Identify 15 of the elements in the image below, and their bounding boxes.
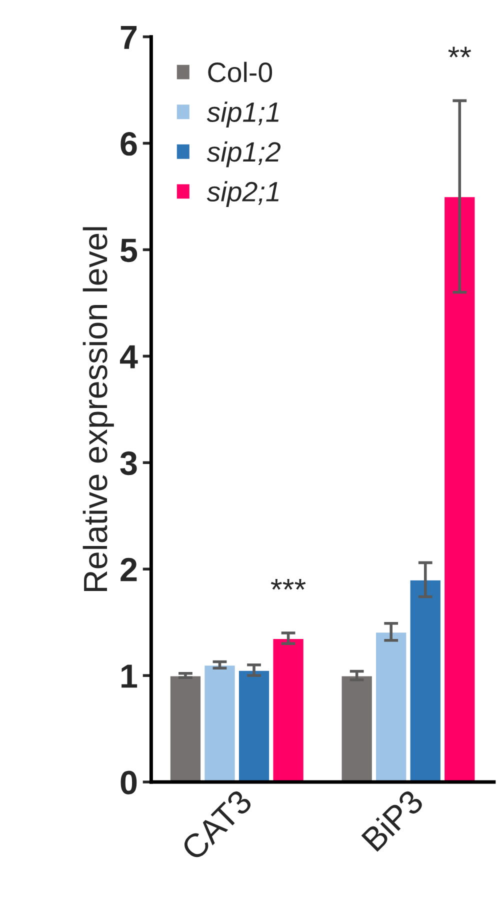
legend-label: Col-0 bbox=[208, 62, 272, 82]
y-tick-label: 2 bbox=[120, 558, 137, 582]
y-tick-label: 4 bbox=[120, 345, 138, 368]
y-tick-label: 7 bbox=[120, 26, 137, 49]
annotation: *** bbox=[270, 578, 306, 590]
y-tick-label: 3 bbox=[120, 451, 137, 476]
y-tick-label: 1 bbox=[122, 664, 138, 688]
annotation: ** bbox=[448, 46, 472, 58]
y-tick-label: 0 bbox=[120, 770, 137, 794]
legend-label: sip1;2 bbox=[206, 141, 280, 168]
legend-label: sip2;1 bbox=[206, 181, 279, 208]
y-axis-title: Relative expression level bbox=[82, 227, 114, 592]
legend-label: sip1;1 bbox=[206, 102, 279, 128]
y-tick-label: 6 bbox=[120, 132, 137, 156]
y-tick-label: 5 bbox=[120, 238, 138, 262]
